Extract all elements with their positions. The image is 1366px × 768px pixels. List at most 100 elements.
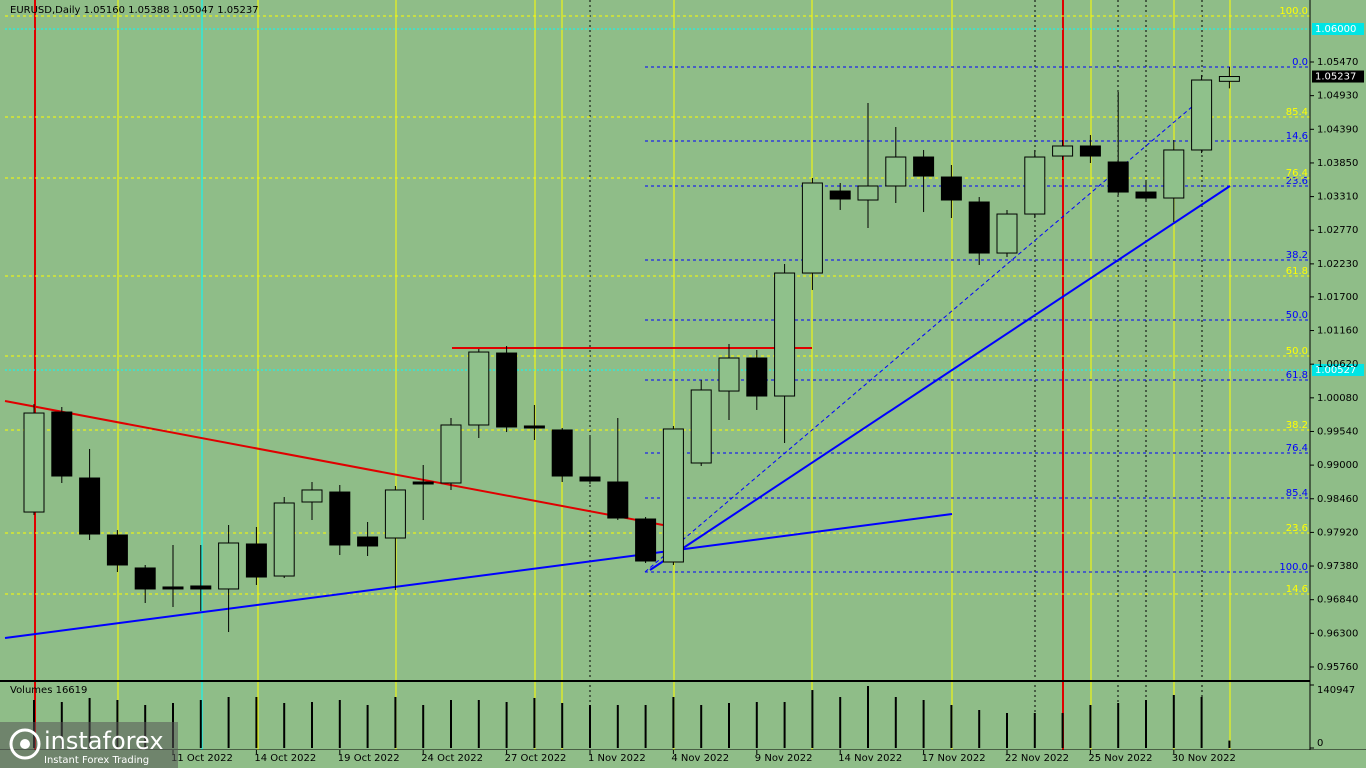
x-tick-label: 19 Oct 2022 [338, 753, 400, 764]
y-tick-label: 0.96840 [1317, 595, 1358, 606]
current-price-box [1312, 70, 1364, 83]
x-tick-label: 14 Oct 2022 [254, 753, 316, 764]
y-tick-label: 0.99540 [1317, 426, 1358, 437]
chart-header: EURUSD,Daily 1.05160 1.05388 1.05047 1.0… [10, 5, 259, 16]
fib-label: 85.4 [1286, 488, 1308, 499]
y-tick-label: 0.98460 [1317, 494, 1358, 505]
candle-body [774, 272, 796, 397]
time-axis [0, 750, 1366, 768]
candle-body [662, 428, 684, 563]
fib-label: 100.0 [1279, 6, 1308, 17]
trend-line [649, 185, 1231, 571]
candle-body [1163, 149, 1185, 199]
x-tick-label: 25 Nov 2022 [1088, 753, 1152, 764]
fib-label: 23.6 [1286, 176, 1308, 187]
candle-body [690, 389, 712, 464]
candle-body [746, 357, 768, 397]
fib-label: 61.8 [1286, 370, 1308, 381]
x-tick-label: 30 Nov 2022 [1172, 753, 1236, 764]
fib-label: 50.0 [1286, 310, 1308, 321]
candle-body [1024, 156, 1046, 215]
candle-body [968, 201, 990, 254]
fib-label: 38.2 [1286, 250, 1308, 261]
candle-body [496, 352, 518, 428]
fib-label: 85.4 [1286, 107, 1308, 118]
x-tick-label: 14 Nov 2022 [838, 753, 902, 764]
x-tick-label: 4 Nov 2022 [671, 753, 729, 764]
fib-label: 0.0 [1292, 57, 1308, 68]
candle-body [635, 518, 657, 562]
y-tick-label: 1.03850 [1317, 158, 1358, 169]
candle-body [801, 182, 823, 274]
y-tick-label: 1.00620 [1317, 359, 1358, 370]
candle-body [579, 476, 601, 482]
trend-line [4, 400, 664, 526]
candle-body [412, 481, 434, 485]
price-line-box [1312, 363, 1364, 376]
fib-label: 61.8 [1286, 266, 1308, 277]
axis: 1.06000 1.00527 1.05470 1.04930 1.04390 1.038… [171, 22, 1364, 764]
candle-body [329, 491, 351, 546]
fib-label: 100.0 [1279, 562, 1308, 573]
y-tick-label: 1.03310 [1317, 192, 1358, 203]
candle-body [996, 213, 1018, 254]
x-tick-label: 9 Nov 2022 [755, 753, 813, 764]
price-line-label: 1.00527 [1315, 365, 1356, 376]
candle-body [79, 477, 101, 535]
logo-icon [20, 739, 30, 749]
candle-body [1107, 161, 1129, 193]
x-tick-label: 24 Oct 2022 [421, 753, 483, 764]
volume-tick-label: 0 [1317, 738, 1323, 749]
volume-label: Volumes 16619 [10, 685, 87, 696]
y-tick-label: 1.01160 [1317, 326, 1358, 337]
candle-body [190, 585, 212, 590]
candle-body [51, 411, 73, 477]
y-tick-label: 0.95760 [1317, 662, 1358, 673]
candle-body [245, 543, 267, 578]
logo-tagline: Instant Forex Trading [44, 755, 149, 766]
logo-icon [9, 728, 41, 760]
candle-body [885, 156, 907, 187]
candle-body [829, 190, 851, 200]
candle-body [357, 536, 379, 547]
candle-body [857, 185, 879, 201]
x-tick-label: 11 Oct 2022 [171, 753, 233, 764]
trend-line [644, 99, 1201, 573]
candle-body [218, 542, 240, 590]
candle-body [23, 412, 45, 513]
candle-body [1135, 191, 1157, 199]
y-tick-label: 1.05470 [1317, 57, 1358, 68]
x-tick-label: 27 Oct 2022 [505, 753, 567, 764]
fib-label: 14.6 [1286, 131, 1308, 142]
x-tick-label: 22 Nov 2022 [1005, 753, 1069, 764]
candle-body [301, 489, 323, 503]
fib-label: 76.4 [1286, 443, 1308, 454]
candle-body [468, 351, 490, 426]
price-line-box [1312, 22, 1364, 35]
candle-body [607, 481, 629, 519]
logo-name: instaforex [44, 727, 164, 755]
y-tick-label: 1.04390 [1317, 124, 1358, 135]
logo: instaforex Instant Forex Trading [0, 722, 178, 768]
y-tick-label: 1.02770 [1317, 225, 1358, 236]
y-tick-label: 1.04930 [1317, 91, 1358, 102]
y-tick-label: 0.97380 [1317, 561, 1358, 572]
price-line-label: 1.06000 [1315, 24, 1356, 35]
candle-body [162, 586, 184, 590]
candle-body [523, 425, 545, 429]
y-tick-label: 1.00080 [1317, 393, 1358, 404]
y-tick-label: 1.01700 [1317, 292, 1358, 303]
volume-tick-label: 140947 [1317, 685, 1355, 696]
candle-body [1191, 79, 1213, 151]
trend-line [4, 513, 953, 639]
fib-label: 23.6 [1286, 523, 1308, 534]
candle-body [440, 424, 462, 484]
candle-body [940, 176, 962, 201]
candle-body [1052, 145, 1074, 157]
x-tick-label: 1 Nov 2022 [588, 753, 646, 764]
x-tick-label: 17 Nov 2022 [922, 753, 986, 764]
current-price-label: 1.05237 [1315, 72, 1356, 83]
y-tick-label: 0.97920 [1317, 527, 1358, 538]
candle-body [384, 489, 406, 539]
